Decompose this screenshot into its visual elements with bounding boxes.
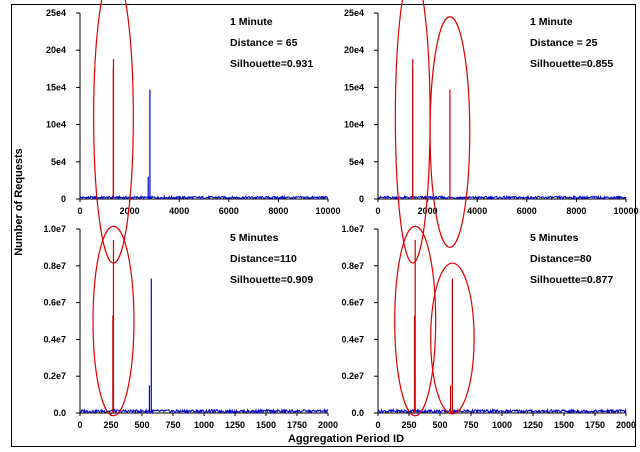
chart-panel-top-right: 0 5e4 10e4 15e4 20e4 25e4 0 2000 4000 6000 8000 100… bbox=[344, 0, 639, 264]
x-tick-label: 1750 bbox=[287, 420, 307, 430]
x-tick-label: 10000 bbox=[613, 206, 638, 216]
panel-annotation: Distance=80 bbox=[530, 253, 592, 265]
panel-annotation: Distance = 25 bbox=[530, 37, 598, 49]
x-tick-label: 8000 bbox=[566, 206, 586, 216]
y-tick-label: 0.6e7 bbox=[341, 298, 364, 308]
panel-annotation: 5 Minutes bbox=[230, 232, 279, 244]
series-line bbox=[79, 194, 329, 201]
y-tick-label: 0.6e7 bbox=[43, 298, 66, 308]
y-axis-label: Number of Requests bbox=[13, 148, 25, 256]
x-tick-label: 2000 bbox=[120, 206, 140, 216]
y-tick-label: 25e4 bbox=[46, 8, 66, 18]
y-tick-label: 0.0 bbox=[53, 408, 66, 418]
x-tick-label: 0 bbox=[77, 420, 82, 430]
y-tick-label: 15e4 bbox=[344, 82, 364, 92]
y-tick-label: 0.8e7 bbox=[341, 261, 364, 271]
x-tick-label: 500 bbox=[432, 420, 447, 430]
y-tick-label: 0.2e7 bbox=[341, 371, 364, 381]
x-tick-label: 250 bbox=[103, 420, 118, 430]
y-tick-label: 1.0e7 bbox=[341, 224, 364, 234]
x-tick-label: 0 bbox=[375, 420, 380, 430]
x-tick-label: 2000 bbox=[318, 420, 338, 430]
chart-panel-top-left: 0 5e4 10e4 15e4 20e4 25e4 0 2000 4000 6000 8000 100… bbox=[46, 0, 341, 264]
cluster-ellipse bbox=[429, 16, 471, 248]
x-tick-label: 8000 bbox=[268, 206, 288, 216]
x-tick-label: 2000 bbox=[616, 420, 636, 430]
x-tick-label: 1500 bbox=[256, 420, 276, 430]
panel-annotation: 1 Minute bbox=[530, 16, 573, 28]
chart-panel-bottom-left: 0.0 0.2e7 0.4e7 0.6e7 0.8e7 1.0e7 0 250 500 750 10… bbox=[43, 224, 338, 430]
y-tick-label: 10e4 bbox=[344, 120, 364, 130]
y-tick-label: 10e4 bbox=[46, 120, 66, 130]
series-line bbox=[377, 194, 627, 201]
series-line bbox=[79, 407, 329, 415]
x-tick-label: 0 bbox=[77, 206, 82, 216]
x-tick-label: 6000 bbox=[219, 206, 239, 216]
x-tick-label: 1750 bbox=[585, 420, 605, 430]
x-tick-label: 6000 bbox=[517, 206, 537, 216]
y-tick-label: 25e4 bbox=[344, 8, 364, 18]
y-tick-label: 1.0e7 bbox=[43, 224, 66, 234]
series-line bbox=[377, 407, 627, 415]
x-tick-label: 750 bbox=[463, 420, 478, 430]
cluster-ellipse bbox=[394, 225, 437, 417]
y-tick-label: 5e4 bbox=[51, 157, 66, 167]
x-tick-label: 750 bbox=[165, 420, 180, 430]
y-tick-label: 15e4 bbox=[46, 82, 66, 92]
chart-panel-bottom-right: 0.0 0.2e7 0.4e7 0.6e7 0.8e7 1.0e7 0 250 500 750 10… bbox=[341, 224, 636, 430]
panels: 0 5e4 10e4 15e4 20e4 25e4 0 2000 4000 6000 8000 100… bbox=[43, 0, 639, 430]
panel-annotation: Distance=110 bbox=[230, 253, 297, 265]
cluster-ellipse bbox=[430, 262, 475, 415]
x-tick-label: 4000 bbox=[467, 206, 487, 216]
panel-annotation: Silhouette=0.909 bbox=[230, 274, 313, 286]
y-tick-label: 0.4e7 bbox=[43, 334, 66, 344]
y-tick-label: 5e4 bbox=[349, 157, 364, 167]
panel-annotation: Silhouette=0.931 bbox=[230, 58, 313, 70]
x-tick-label: 1000 bbox=[492, 420, 512, 430]
x-tick-label: 0 bbox=[375, 206, 380, 216]
y-tick-label: 0.4e7 bbox=[341, 334, 364, 344]
x-tick-label: 1000 bbox=[194, 420, 214, 430]
y-tick-label: 0.2e7 bbox=[43, 371, 66, 381]
x-tick-label: 1500 bbox=[554, 420, 574, 430]
x-tick-label: 250 bbox=[401, 420, 416, 430]
y-tick-label: 0 bbox=[359, 194, 364, 204]
panel-annotation: 1 Minute bbox=[230, 16, 273, 28]
x-tick-label: 1250 bbox=[225, 420, 245, 430]
panel-annotation: 5 Minutes bbox=[530, 232, 579, 244]
panel-annotation: Distance = 65 bbox=[230, 37, 298, 49]
x-tick-label: 1250 bbox=[523, 420, 543, 430]
y-tick-label: 0.0 bbox=[351, 408, 364, 418]
x-tick-label: 2000 bbox=[418, 206, 438, 216]
x-tick-label: 500 bbox=[134, 420, 149, 430]
cluster-ellipse bbox=[92, 225, 135, 417]
x-tick-label: 10000 bbox=[315, 206, 340, 216]
panel-annotation: Silhouette=0.855 bbox=[530, 58, 613, 70]
x-axis-label: Aggregation Period ID bbox=[288, 433, 404, 445]
y-tick-label: 20e4 bbox=[46, 45, 66, 55]
y-tick-label: 0 bbox=[61, 194, 66, 204]
y-tick-label: 0.8e7 bbox=[43, 261, 66, 271]
figure-border bbox=[11, 4, 636, 447]
y-tick-label: 20e4 bbox=[344, 45, 364, 55]
panel-annotation: Silhouette=0.877 bbox=[530, 274, 613, 286]
x-tick-label: 4000 bbox=[169, 206, 189, 216]
